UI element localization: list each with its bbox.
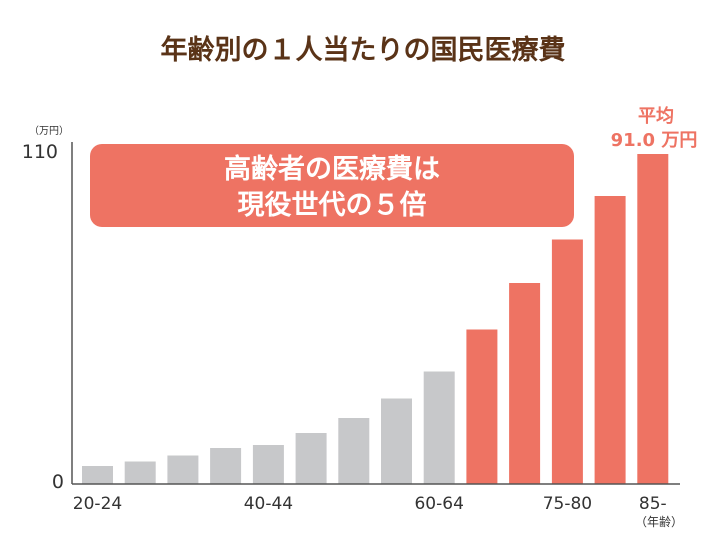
bar-85- bbox=[637, 154, 669, 484]
callout-box: 高齢者の医療費は 現役世代の５倍 bbox=[90, 144, 574, 227]
bar-65-69 bbox=[466, 329, 498, 484]
x-axis-unit: （年齢） bbox=[635, 514, 683, 529]
bar-30-34 bbox=[167, 455, 199, 484]
x-tick-40-44: 40-44 bbox=[244, 494, 293, 514]
bar-80-84 bbox=[594, 196, 626, 484]
bar-60-64 bbox=[423, 371, 455, 484]
bar-20-24 bbox=[82, 466, 113, 484]
x-tick-60-64: 60-64 bbox=[414, 494, 463, 514]
y-axis-unit: （万円） bbox=[29, 125, 69, 137]
x-tick-labels: 20-24 40-44 60-64 75-80 85- bbox=[73, 494, 667, 514]
callout-line-2: 現役世代の５倍 bbox=[238, 189, 427, 221]
x-tick-20-24: 20-24 bbox=[73, 494, 122, 514]
bar-50-54 bbox=[338, 418, 370, 484]
x-tick-75-80: 75-80 bbox=[543, 494, 592, 514]
callout-line-1: 高齢者の医療費は bbox=[224, 153, 440, 185]
callout-background bbox=[90, 144, 574, 227]
y-tick-max: 110 bbox=[22, 141, 58, 163]
bar-40-44 bbox=[252, 445, 284, 484]
average-label: 平均 bbox=[638, 105, 674, 127]
bar-25-29 bbox=[124, 461, 156, 484]
bar-55-59 bbox=[381, 398, 412, 484]
bar-75-80 bbox=[551, 239, 583, 484]
y-tick-zero: 0 bbox=[52, 471, 64, 493]
bar-45-49 bbox=[295, 433, 327, 484]
x-tick-85-: 85- bbox=[639, 494, 667, 514]
average-value: 91.0 万円 bbox=[611, 130, 698, 151]
chart-title: 年齢別の１人当たりの国民医療費 bbox=[161, 34, 566, 66]
bar-70-74 bbox=[509, 283, 541, 484]
bar-35-39 bbox=[210, 448, 242, 484]
bars-group bbox=[82, 154, 669, 484]
